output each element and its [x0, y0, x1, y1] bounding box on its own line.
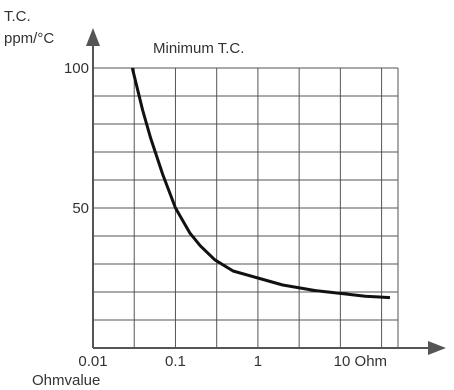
y-axis-label-line2: ppm/°C: [4, 30, 54, 47]
y-tick-label: 50: [72, 200, 89, 217]
axes: [86, 28, 446, 355]
x-tick-label: 10 Ohm: [334, 353, 387, 370]
x-tick-label: 1: [254, 353, 262, 370]
y-axis-label-line1: T.C.: [4, 8, 31, 25]
x-axis-label: Ohmvalue: [32, 372, 100, 389]
x-tick-label: 0.1: [165, 353, 186, 370]
tick-labels: 0.01 0.1 1 10 Ohm 100 50: [64, 60, 387, 370]
x-tick-label: 0.01: [78, 353, 107, 370]
grid-lines: [93, 67, 399, 348]
series-line: [130, 67, 391, 300]
y-axis-arrow: [86, 28, 100, 46]
x-axis-arrow: [428, 341, 446, 355]
chart-annotation: Minimum T.C.: [153, 40, 244, 57]
y-tick-label: 100: [64, 60, 89, 77]
